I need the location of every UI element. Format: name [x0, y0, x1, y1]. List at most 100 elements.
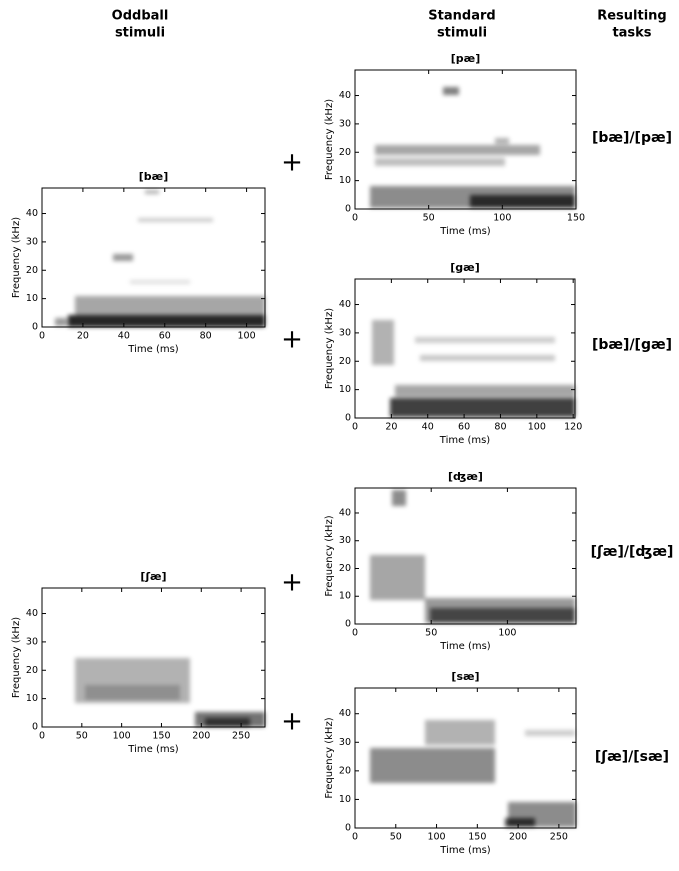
y-tick-label: 30 [339, 535, 351, 546]
x-axis-label: Time (ms) [127, 344, 179, 355]
x-tick-label: 150 [468, 832, 486, 843]
y-tick-label: 30 [26, 236, 38, 247]
x-tick-label: 40 [422, 422, 434, 433]
x-axis-label: Time (ms) [439, 641, 491, 652]
panel-title: [gæ] [450, 261, 479, 274]
plus-sign: + [281, 148, 303, 178]
plot-frame [354, 687, 577, 829]
x-axis-label: Time (ms) [127, 744, 179, 755]
y-tick-label: 40 [26, 608, 38, 619]
x-tick-label: 100 [528, 422, 546, 433]
x-tick-label: 80 [200, 331, 212, 342]
y-tick-label: 0 [345, 619, 351, 630]
y-tick-label: 10 [339, 591, 351, 602]
y-tick-label: 40 [339, 507, 351, 518]
x-tick-label: 100 [498, 628, 516, 639]
y-axis-label: Frequency (kHz) [324, 99, 335, 180]
spectrogram-texture [55, 87, 576, 827]
y-tick-label: 0 [345, 823, 351, 834]
y-axis-label: Frequency (kHz) [324, 515, 335, 596]
y-tick-label: 40 [339, 708, 351, 719]
y-tick-label: 10 [26, 293, 38, 304]
x-tick-label: 20 [385, 422, 397, 433]
x-tick-label: 50 [76, 731, 88, 742]
x-tick-label: 0 [352, 213, 358, 224]
x-tick-label: 0 [39, 731, 45, 742]
y-tick-label: 20 [339, 147, 351, 158]
panel-title: [pæ] [451, 52, 480, 65]
panel-title: [sæ] [451, 670, 479, 683]
task-label: [bæ]/[gæ] [592, 337, 672, 353]
y-tick-label: 20 [339, 356, 351, 367]
plot-frame [354, 487, 577, 625]
x-tick-label: 150 [567, 213, 585, 224]
task-label: [ʃæ]/[ʤæ] [591, 544, 674, 560]
x-tick-label: 0 [352, 422, 358, 433]
x-tick-label: 0 [352, 832, 358, 843]
y-axis-label: Frequency (kHz) [324, 717, 335, 798]
y-axis-label: Frequency (kHz) [11, 217, 22, 298]
x-tick-label: 50 [425, 628, 437, 639]
y-tick-label: 20 [339, 765, 351, 776]
task-label: [bæ]/[pæ] [592, 130, 672, 146]
x-tick-label: 100 [113, 731, 131, 742]
x-tick-label: 150 [152, 731, 170, 742]
y-tick-label: 10 [339, 794, 351, 805]
x-tick-label: 100 [493, 213, 511, 224]
header: tasks [612, 26, 651, 41]
y-tick-label: 0 [345, 204, 351, 215]
y-axis-label: Frequency (kHz) [324, 308, 335, 389]
x-tick-label: 20 [77, 331, 89, 342]
x-tick-label: 60 [458, 422, 470, 433]
plus-sign: + [281, 568, 303, 598]
x-tick-label: 0 [39, 331, 45, 342]
task-label: [ʃæ]/[sæ] [595, 749, 669, 765]
plus-sign: + [281, 325, 303, 355]
x-tick-label: 200 [192, 731, 210, 742]
x-tick-label: 120 [564, 422, 582, 433]
plot-frame [354, 278, 576, 419]
y-tick-label: 30 [26, 636, 38, 647]
x-tick-label: 100 [427, 832, 445, 843]
header: stimuli [115, 26, 165, 41]
y-tick-label: 10 [339, 175, 351, 186]
y-tick-label: 40 [26, 208, 38, 219]
y-tick-label: 0 [345, 413, 351, 424]
x-tick-label: 80 [494, 422, 506, 433]
header: stimuli [437, 26, 487, 41]
header: Resulting [597, 9, 667, 24]
y-tick-label: 10 [339, 384, 351, 395]
y-tick-label: 0 [32, 322, 38, 333]
x-axis-label: Time (ms) [439, 226, 491, 237]
x-axis-label: Time (ms) [439, 845, 491, 856]
y-tick-label: 40 [339, 90, 351, 101]
y-tick-label: 20 [339, 563, 351, 574]
header: Standard [428, 9, 495, 24]
x-tick-label: 200 [509, 832, 527, 843]
header: Oddball [112, 9, 169, 24]
plot-frame [354, 69, 577, 210]
y-tick-label: 0 [32, 722, 38, 733]
y-tick-label: 20 [26, 665, 38, 676]
y-tick-label: 30 [339, 737, 351, 748]
x-tick-label: 40 [118, 331, 130, 342]
y-tick-label: 30 [339, 118, 351, 129]
panel-title: [bæ] [139, 170, 168, 183]
plus-sign: + [281, 707, 303, 737]
x-tick-label: 50 [390, 832, 402, 843]
panel-title: [ʃæ] [140, 570, 166, 583]
x-tick-label: 250 [550, 832, 568, 843]
y-tick-label: 30 [339, 327, 351, 338]
plot-frame [41, 187, 266, 328]
panel-title: [ʤæ] [448, 470, 483, 483]
x-tick-label: 250 [232, 731, 250, 742]
x-tick-label: 50 [423, 213, 435, 224]
x-tick-label: 0 [352, 628, 358, 639]
x-tick-label: 100 [238, 331, 256, 342]
y-tick-label: 10 [26, 693, 38, 704]
y-tick-label: 40 [339, 299, 351, 310]
y-tick-label: 20 [26, 265, 38, 276]
plot-frame [41, 587, 266, 728]
x-axis-label: Time (ms) [439, 435, 491, 446]
